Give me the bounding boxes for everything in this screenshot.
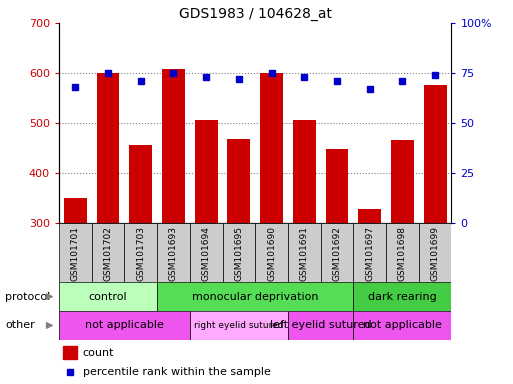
Bar [321, 223, 353, 282]
Text: GSM101695: GSM101695 [234, 226, 243, 281]
Bar [63, 346, 76, 359]
Bar [391, 140, 414, 223]
Bar [353, 311, 451, 340]
Text: GSM101702: GSM101702 [104, 226, 112, 281]
Text: GSM101690: GSM101690 [267, 226, 276, 281]
Bar [288, 311, 353, 340]
Bar [59, 223, 92, 282]
Bar [157, 223, 190, 282]
Bar [260, 73, 283, 223]
Text: GSM101699: GSM101699 [430, 226, 440, 281]
Bar [288, 223, 321, 282]
Text: control: control [89, 291, 127, 302]
Text: count: count [83, 348, 114, 358]
Bar [255, 223, 288, 282]
Bar [386, 223, 419, 282]
Text: monocular deprivation: monocular deprivation [192, 291, 319, 302]
Text: GSM101698: GSM101698 [398, 226, 407, 281]
Text: GSM101694: GSM101694 [202, 226, 211, 281]
Bar [293, 120, 315, 223]
Bar [223, 223, 255, 282]
Bar [353, 223, 386, 282]
Text: protocol: protocol [5, 291, 50, 302]
Bar [424, 85, 446, 223]
Text: GSM101692: GSM101692 [332, 226, 342, 281]
Bar [124, 223, 157, 282]
Bar [358, 209, 381, 223]
Text: GSM101703: GSM101703 [136, 226, 145, 281]
Bar [96, 73, 120, 223]
Text: GSM101693: GSM101693 [169, 226, 178, 281]
Title: GDS1983 / 104628_at: GDS1983 / 104628_at [179, 7, 332, 21]
Text: GSM101701: GSM101701 [71, 226, 80, 281]
Bar [190, 223, 223, 282]
Text: GSM101697: GSM101697 [365, 226, 374, 281]
Text: percentile rank within the sample: percentile rank within the sample [83, 367, 270, 377]
Text: not applicable: not applicable [363, 320, 442, 331]
Bar [129, 145, 152, 223]
Text: not applicable: not applicable [85, 320, 164, 331]
Text: right eyelid sutured: right eyelid sutured [194, 321, 284, 330]
Bar [157, 282, 353, 311]
Bar [419, 223, 451, 282]
Bar [326, 149, 348, 223]
Text: dark rearing: dark rearing [368, 291, 437, 302]
Bar [162, 69, 185, 223]
Bar [227, 139, 250, 223]
Bar [64, 198, 87, 223]
Bar [92, 223, 125, 282]
Bar [353, 282, 451, 311]
Bar [190, 311, 288, 340]
Bar [59, 282, 157, 311]
Text: GSM101691: GSM101691 [300, 226, 309, 281]
Text: other: other [5, 320, 35, 331]
Bar [195, 120, 218, 223]
Bar [59, 311, 190, 340]
Text: left eyelid sutured: left eyelid sutured [270, 320, 371, 331]
